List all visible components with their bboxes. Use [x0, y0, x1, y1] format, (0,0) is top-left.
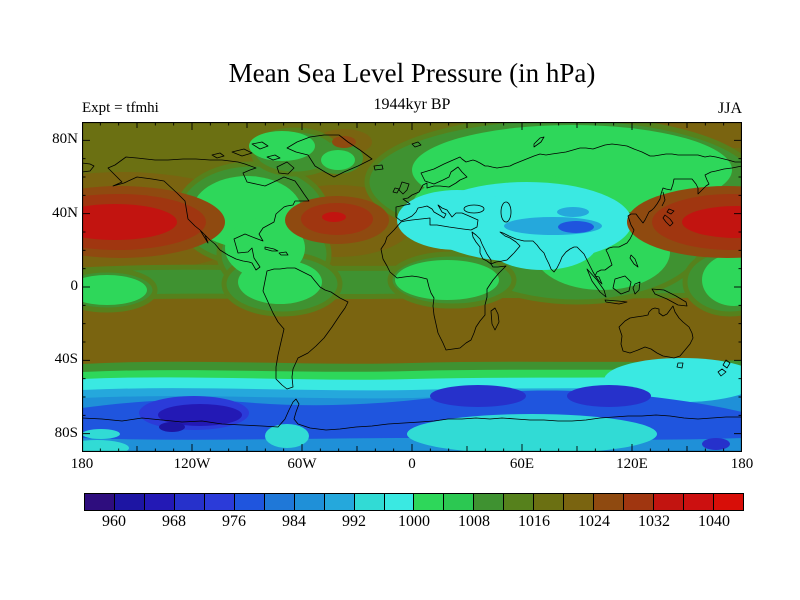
- colorbar-cell-1016: [534, 494, 565, 510]
- y-axis-tick-label: 0: [70, 278, 79, 294]
- colorbar-tick-label: 976: [222, 513, 246, 530]
- colorbar-tick-label: 968: [162, 513, 186, 530]
- colorbar-cell-1024: [594, 494, 625, 510]
- x-axis-tick-label: 60E: [509, 456, 535, 472]
- colorbar-cell-976: [234, 494, 265, 510]
- colorbar-tick-label: 1024: [578, 513, 610, 530]
- colorbar-tick-label: 960: [102, 513, 126, 530]
- colorbar-tick-label: 1040: [698, 513, 730, 530]
- y-axis-tick-label: 40N: [52, 204, 78, 221]
- colorbar-tick-label: 1008: [458, 513, 490, 530]
- experiment-label: Expt = tfmhi: [82, 100, 159, 116]
- colorbar-tick-label: 1000: [398, 513, 430, 530]
- map-svg: [82, 122, 742, 452]
- colorbar-cell-972: [204, 494, 235, 510]
- x-axis-labels: 180 120W 60W 0 60E 120E 180: [71, 456, 754, 476]
- colorbar-cell-960: [114, 494, 145, 510]
- y-axis-tick-label: 40S: [54, 351, 78, 368]
- colorbar-labels: 960 968 976 984 992 1000 1008 1016 1024 1032 1040: [84, 513, 744, 535]
- season-label: JJA: [717, 100, 742, 117]
- colorbar-cell-984: [294, 494, 325, 510]
- colorbar-cell-1040: [714, 494, 743, 510]
- colorbar-cell-1032: [654, 494, 685, 510]
- colorbar-cell-1008: [474, 494, 505, 510]
- colorbar-cell-968: [174, 494, 205, 510]
- y-axis-labels: 80N 40N 0 40S 80S: [40, 122, 78, 452]
- coastlines: [82, 134, 742, 431]
- world-pressure-map: [82, 122, 742, 452]
- page-title: Mean Sea Level Pressure (in hPa): [228, 58, 596, 88]
- colorbar-cell-1028: [624, 494, 655, 510]
- y-axis-tick-label: 80N: [52, 131, 78, 148]
- page-subtitle: 1944kyr BP: [373, 96, 451, 113]
- x-axis-tick-label: 120W: [173, 456, 211, 472]
- colorbar-cell-1000: [414, 494, 445, 510]
- pressure-colorbar: [84, 493, 744, 511]
- colorbar-cell-980: [264, 494, 295, 510]
- y-axis-tick-label: 80S: [54, 424, 78, 441]
- colorbar-cell-996: [384, 494, 415, 510]
- colorbar-cell-956: [85, 494, 115, 510]
- x-axis-tick-label: 180: [730, 456, 754, 472]
- colorbar-cell-992: [354, 494, 385, 510]
- colorbar-tick-label: 1032: [638, 513, 670, 530]
- colorbar-cell-1036: [684, 494, 715, 510]
- map-frame: [82, 122, 742, 452]
- colorbar-cell-1004: [444, 494, 475, 510]
- x-axis-tick-label: 60W: [287, 456, 317, 472]
- x-axis-tick-label: 180: [70, 456, 94, 472]
- colorbar-tick-label: 984: [282, 513, 306, 530]
- colorbar-cell-1020: [564, 494, 595, 510]
- colorbar-cell-1012: [504, 494, 535, 510]
- colorbar-cell-964: [144, 494, 175, 510]
- colorbar-cell-988: [324, 494, 355, 510]
- colorbar-tick-label: 1016: [518, 513, 550, 530]
- colorbar-tick-label: 992: [342, 513, 366, 530]
- x-axis-tick-label: 0: [408, 456, 416, 472]
- contour-field: [82, 122, 742, 452]
- x-axis-tick-label: 120E: [616, 456, 648, 472]
